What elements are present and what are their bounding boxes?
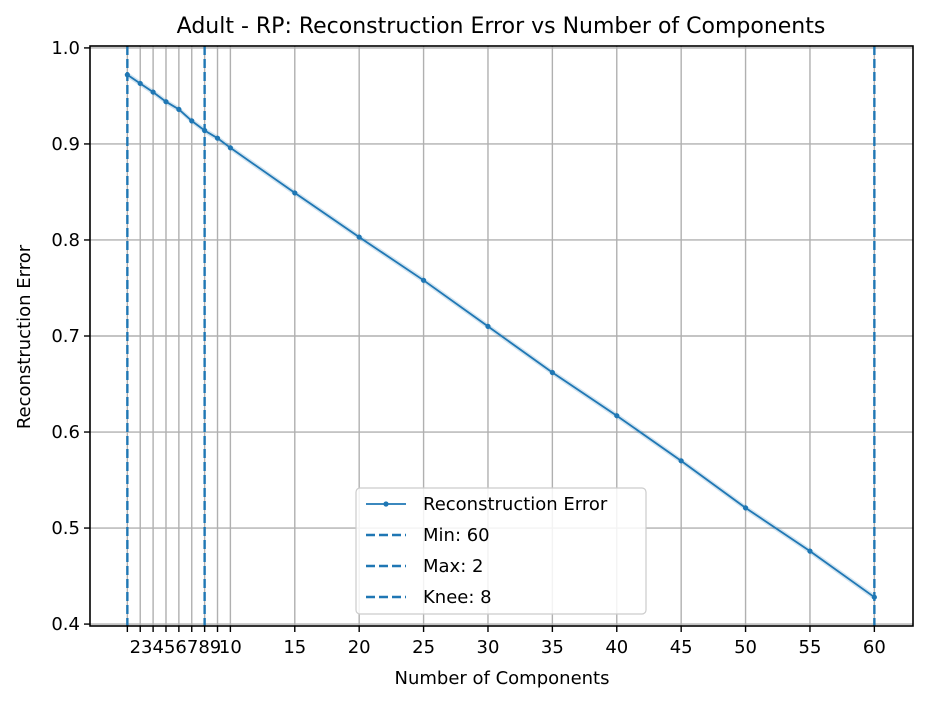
data-point [614, 413, 620, 419]
y-tick-label: 0.4 [51, 614, 80, 635]
x-tick-label: 15 [283, 637, 306, 658]
x-tick-label: 60 [863, 637, 886, 658]
data-point [871, 594, 877, 600]
legend-label: Reconstruction Error [423, 494, 608, 515]
y-tick-label: 0.5 [51, 518, 80, 539]
x-tick-label: 10 [219, 637, 242, 658]
data-point [202, 127, 208, 134]
x-tick-label: 20 [348, 637, 371, 658]
data-point [150, 89, 156, 95]
y-tick-label: 0.6 [51, 422, 80, 443]
x-axis-label: Number of Components [395, 668, 610, 689]
data-point [124, 72, 130, 78]
data-point [420, 277, 427, 283]
data-point [292, 190, 298, 196]
x-tick-label: 35 [541, 637, 564, 658]
x-tick-label: 30 [477, 637, 500, 658]
data-point [549, 369, 555, 376]
legend-box [355, 487, 647, 615]
data-point [678, 458, 684, 464]
legend: Reconstruction Error Min: 60 Max: 2 Knee: 8 [355, 487, 647, 615]
data-point [356, 234, 362, 240]
x-tick-label: 55 [799, 637, 822, 658]
x-tick-label: 23456789 [130, 637, 222, 658]
y-tick-label: 1.0 [51, 38, 80, 59]
y-tick-label: 0.8 [51, 230, 80, 251]
data-point [137, 80, 143, 87]
legend-label: Knee: 8 [423, 587, 492, 608]
x-tick-label: 40 [605, 637, 628, 658]
reference-lines [126, 46, 876, 626]
data-point [163, 99, 169, 105]
y-axis-ticks: 0.4 0.5 0.6 0.7 0.8 0.9 1.0 [51, 38, 90, 635]
y-axis-label: Reconstruction Error [14, 244, 35, 429]
data-point [189, 118, 195, 124]
y-tick-label: 0.7 [51, 326, 80, 347]
legend-marker-swatch [383, 501, 389, 507]
legend-label: Min: 60 [423, 525, 490, 546]
x-tick-label: 45 [670, 637, 693, 658]
y-tick-label: 0.9 [51, 134, 80, 155]
data-point [742, 505, 749, 511]
x-tick-label: 50 [734, 637, 757, 658]
x-tick-label: 25 [412, 637, 435, 658]
data-point [227, 145, 233, 151]
data-point [807, 548, 813, 554]
legend-label: Max: 2 [423, 556, 483, 577]
chart-title: Adult - RP: Reconstruction Error vs Numb… [177, 14, 826, 39]
data-point [176, 106, 182, 112]
data-point [214, 135, 221, 141]
series-lines [124, 72, 877, 600]
data-point [485, 323, 491, 329]
